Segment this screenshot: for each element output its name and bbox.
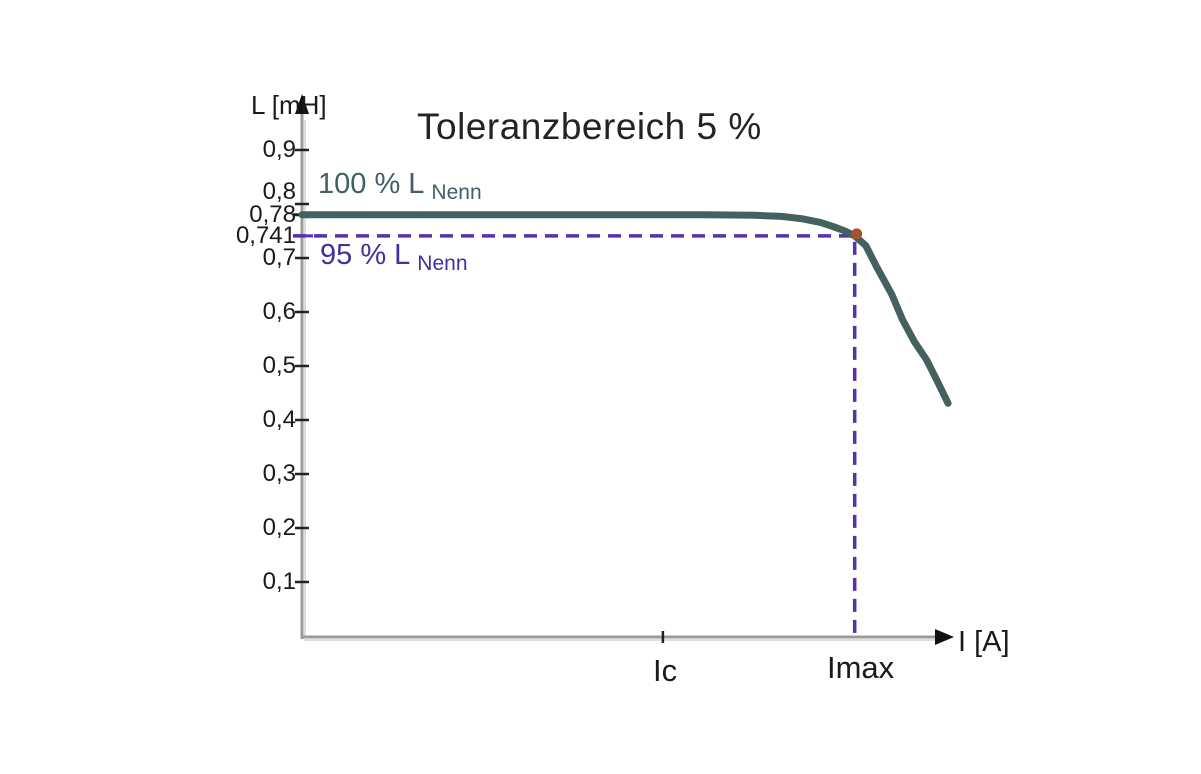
y-tick-label: 0,2 [262, 514, 296, 541]
y-tick-label: 0,6 [262, 298, 296, 325]
tolerance-intersection-dot [851, 228, 863, 240]
y-tick-label: 0,78 [249, 200, 296, 228]
x-tick-label-ic: Ic [653, 653, 678, 688]
inductance-curve [298, 211, 952, 407]
y-tick-label: 0,741 [235, 221, 296, 249]
annotation-100-percent-subscript: Nenn [431, 181, 482, 204]
y-tick-label: 0,9 [262, 136, 296, 163]
annotation-95-percent-text: 95 % L [320, 239, 411, 271]
y-axis-label: L [mH] [251, 90, 327, 120]
annotation-95-percent-tolerance: 95 % L Nenn [320, 239, 468, 276]
y-tick-label: 0,4 [262, 406, 296, 433]
y-tick-label: 0,7 [262, 244, 296, 271]
x-axis-arrow-icon [935, 629, 954, 645]
annotation-95-percent-subscript: Nenn [417, 252, 468, 275]
annotation-100-percent-text: 100 % L [318, 168, 425, 200]
y-tick-label: 0,8 [262, 178, 296, 205]
y-axis-arrow-icon [295, 94, 309, 114]
annotation-100-percent-nominal: 100 % L Nenn [318, 168, 482, 205]
chart-title: Toleranzbereich 5 % [417, 106, 762, 147]
x-tick-label-imax: Imax [827, 650, 895, 685]
y-tick-label: 0,3 [262, 460, 296, 487]
x-axis-label: I [A] [958, 626, 1010, 658]
y-tick-label: 0,5 [262, 352, 296, 379]
y-tick-label: 0,1 [262, 568, 296, 595]
